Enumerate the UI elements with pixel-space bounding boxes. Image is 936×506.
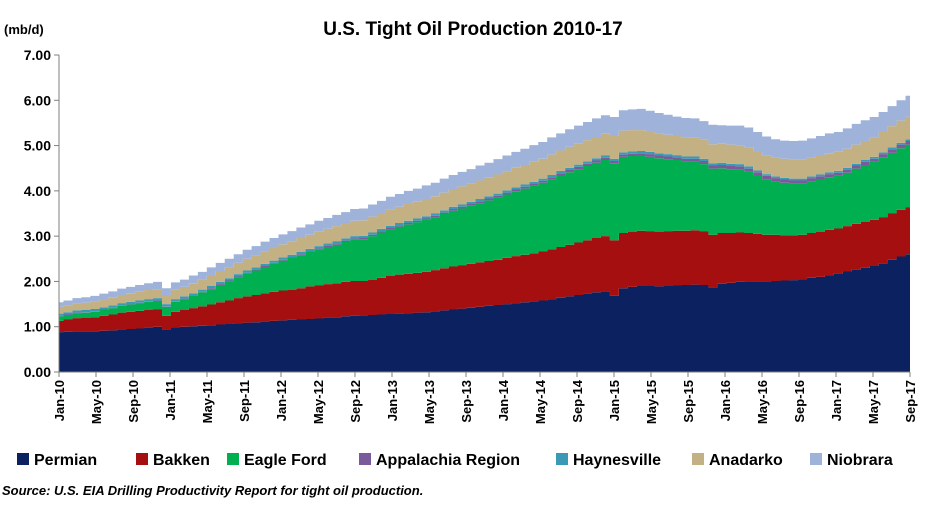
x-tick-label: Sep-10 [126,380,141,423]
legend-swatch [556,453,568,465]
y-tick-label: 2.00 [24,273,51,289]
x-tick-label: Jan-10 [52,380,67,421]
legend-label: Bakken [153,452,210,469]
x-tick-label: May-15 [644,380,659,424]
x-tick-label: Jan-13 [385,380,400,421]
y-tick-label: 1.00 [24,319,51,335]
y-tick-label: 4.00 [24,183,51,199]
x-tick-label: May-16 [755,380,770,424]
chart-title: U.S. Tight Oil Production 2010-17 [323,19,622,40]
legend-swatch [810,453,822,465]
area-niobrara [59,95,910,307]
x-tick-label: May-12 [311,380,326,424]
area-permian [59,254,910,372]
x-tick-label: Jan-17 [829,380,844,421]
x-tick-label: May-17 [866,380,881,424]
axes [58,55,910,373]
x-tick-label: Sep-12 [348,380,363,423]
legend-label: Haynesville [573,452,661,469]
area-anadarko [59,116,910,314]
x-tick-label: Sep-14 [570,379,585,422]
y-tick-label: 5.00 [24,138,51,154]
legend-label: Permian [34,452,97,469]
legend-label: Niobrara [827,452,893,469]
legend-label: Eagle Ford [244,452,327,469]
x-tick-label: May-13 [422,380,437,424]
x-tick-label: Sep-13 [459,380,474,423]
x-tick-label: Sep-16 [792,380,807,423]
area-bakken [59,207,910,333]
legend-swatch [136,453,148,465]
x-tick-label: Sep-17 [903,380,918,423]
y-unit-label: (mb/d) [4,22,44,37]
x-tick-label: Jan-12 [274,380,289,421]
x-tick-label: May-11 [200,380,215,423]
x-tick-label: Jan-16 [718,380,733,421]
legend-swatch [17,453,29,465]
x-tick-label: Sep-11 [237,380,252,422]
x-tick-label: Jan-14 [496,379,511,421]
x-tick-label: May-10 [89,380,104,424]
legend-label: Anadarko [709,452,783,469]
legend: Permian Bakken Eagle Ford Appalachia Region… [17,452,893,469]
y-axis-ticks: 0.00 1.00 2.00 3.00 4.00 5.00 6.00 7.00 [24,47,59,380]
y-tick-label: 7.00 [24,47,51,63]
x-tick-label: Jan-15 [607,380,622,421]
source-note: Source: U.S. EIA Drilling Productivity R… [2,483,423,498]
legend-swatch [227,453,239,465]
y-tick-label: 3.00 [24,228,51,244]
x-tick-label: Jan-11 [163,380,178,420]
x-tick-label: May-14 [533,379,548,424]
area-eagle-ford [59,144,910,321]
stacked-areas [59,95,910,372]
legend-label: Appalachia Region [376,452,520,469]
y-tick-label: 6.00 [24,92,51,108]
legend-swatch [359,453,371,465]
legend-swatch [692,453,704,465]
x-tick-label: Sep-15 [681,380,696,423]
y-tick-label: 0.00 [24,364,51,380]
x-axis-ticks: Jan-10 May-10 Sep-10 Jan-11 May-11 Sep-11 Jan-… [52,372,918,424]
